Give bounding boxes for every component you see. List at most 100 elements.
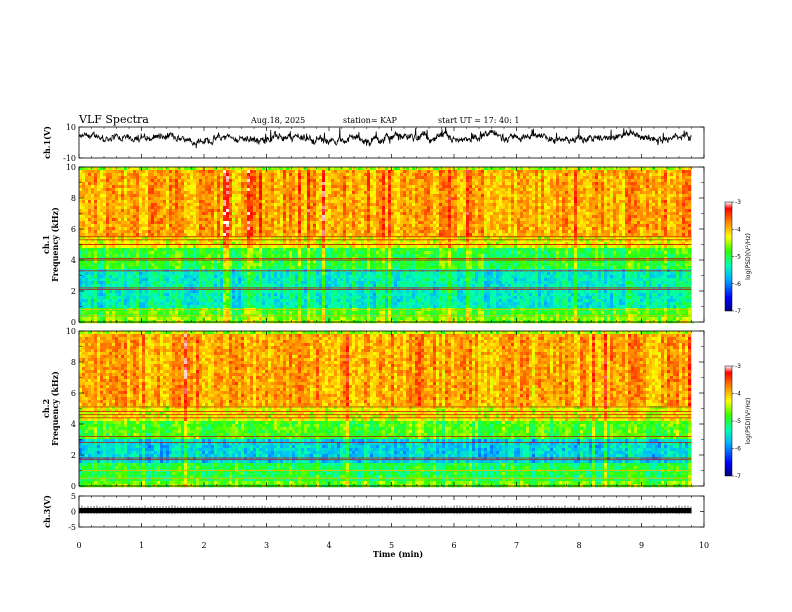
spectrogram-cell [661,200,664,203]
spectrogram-cell [136,173,139,176]
spectrogram-cell [187,224,190,227]
spectrogram-cell [220,188,223,191]
spectrogram-cell [469,209,472,212]
spectrogram-cell [670,227,673,230]
spectrogram-cell [97,200,100,203]
spectrogram-cell [433,167,436,170]
spectrogram-cell [133,221,136,224]
spectrogram-cell [430,182,433,185]
spectrogram-cell [322,233,325,236]
spectrogram-cell [400,188,403,191]
spectrogram-cell [283,209,286,212]
spectrogram-cell [502,179,505,182]
spectrogram-cell [178,182,181,185]
spectrogram-cell [520,233,523,236]
spectrogram-cell [577,194,580,197]
spectrogram-cell [640,197,643,200]
spectrogram-cell [490,182,493,185]
spectrogram-cell [229,224,232,227]
spectrogram-cell [136,224,139,227]
spectrogram-cell [208,209,211,212]
spectrogram-cell [445,170,448,173]
spectrogram-cell [238,200,241,203]
spectrogram-cell [118,227,121,230]
spectrogram-cell [667,218,670,221]
spectrogram-cell [628,215,631,218]
spectrogram-cell [130,203,133,206]
spectrogram-cell [688,230,691,233]
spectrogram-cell [328,221,331,224]
spectrogram-cell [274,230,277,233]
spectrogram-cell [175,200,178,203]
spectrogram-cell [178,197,181,200]
spectrogram-cell [583,173,586,176]
spectrogram-cell [676,212,679,215]
spectrogram-cell [325,221,328,224]
spectrogram-cell [202,215,205,218]
spectrogram-cell [352,233,355,236]
spectrogram-cell [358,191,361,194]
spectrogram-cell [265,194,268,197]
spectrogram-cell [337,179,340,182]
spectrogram-cell [502,212,505,215]
spectrogram-cell [433,221,436,224]
spectrogram-cell [415,206,418,209]
spectrogram-cell [217,227,220,230]
spectrogram-cell [595,206,598,209]
spectrogram-cell [274,170,277,173]
spectrogram-cell [457,194,460,197]
spectrogram-cell [298,194,301,197]
spectrogram-cell [121,209,124,212]
spectrogram-cell [319,221,322,224]
spectrogram-cell [481,212,484,215]
spectrogram-cell [652,173,655,176]
spectrogram-cell [166,215,169,218]
spectrogram-cell [607,167,610,170]
spectrogram-cell [667,170,670,173]
spectrogram-cell [418,179,421,182]
spectrogram-cell [676,185,679,188]
spectrogram-cell [667,206,670,209]
spectrogram-cell [277,209,280,212]
spectrogram-cell [148,209,151,212]
spectrogram-cell [274,224,277,227]
spectrogram-cell [208,182,211,185]
spectrogram-cell [676,179,679,182]
spectrogram-cell [529,185,532,188]
spectrogram-cell [640,209,643,212]
spectrogram-cell [406,173,409,176]
spectrogram-cell [346,182,349,185]
spectrogram-cell [274,173,277,176]
spectrogram-cell [409,224,412,227]
spectrogram-cell [490,197,493,200]
spectrogram-cell [253,233,256,236]
spectrogram-cell [283,233,286,236]
spectrogram-cell [145,221,148,224]
spectrogram-cell [688,182,691,185]
spectrogram-cell [292,173,295,176]
spectrogram-cell [466,200,469,203]
spectrogram-cell [625,221,628,224]
spectrogram-cell [646,215,649,218]
spectrogram-cell [169,221,172,224]
spectrogram-cell [244,218,247,221]
spectrogram-cell [487,221,490,224]
spectrogram-cell [79,179,82,182]
spectrogram-cell [541,224,544,227]
spectrogram-cell [595,194,598,197]
spectrogram-cell [145,203,148,206]
spectrogram-cell [397,221,400,224]
spectrogram-cell [688,173,691,176]
spectrogram-cell [178,194,181,197]
spectrogram-cell [547,200,550,203]
spectrogram-cell [184,197,187,200]
spectrogram-cell [316,191,319,194]
spectrogram-cell [163,200,166,203]
spectrogram-cell [172,203,175,206]
spectrogram-cell [616,212,619,215]
spectrogram-cell [274,167,277,170]
spectrogram-cell [223,182,226,185]
spectrogram-cell [112,224,115,227]
spectrogram-cell [97,218,100,221]
spectrogram-cell [379,230,382,233]
